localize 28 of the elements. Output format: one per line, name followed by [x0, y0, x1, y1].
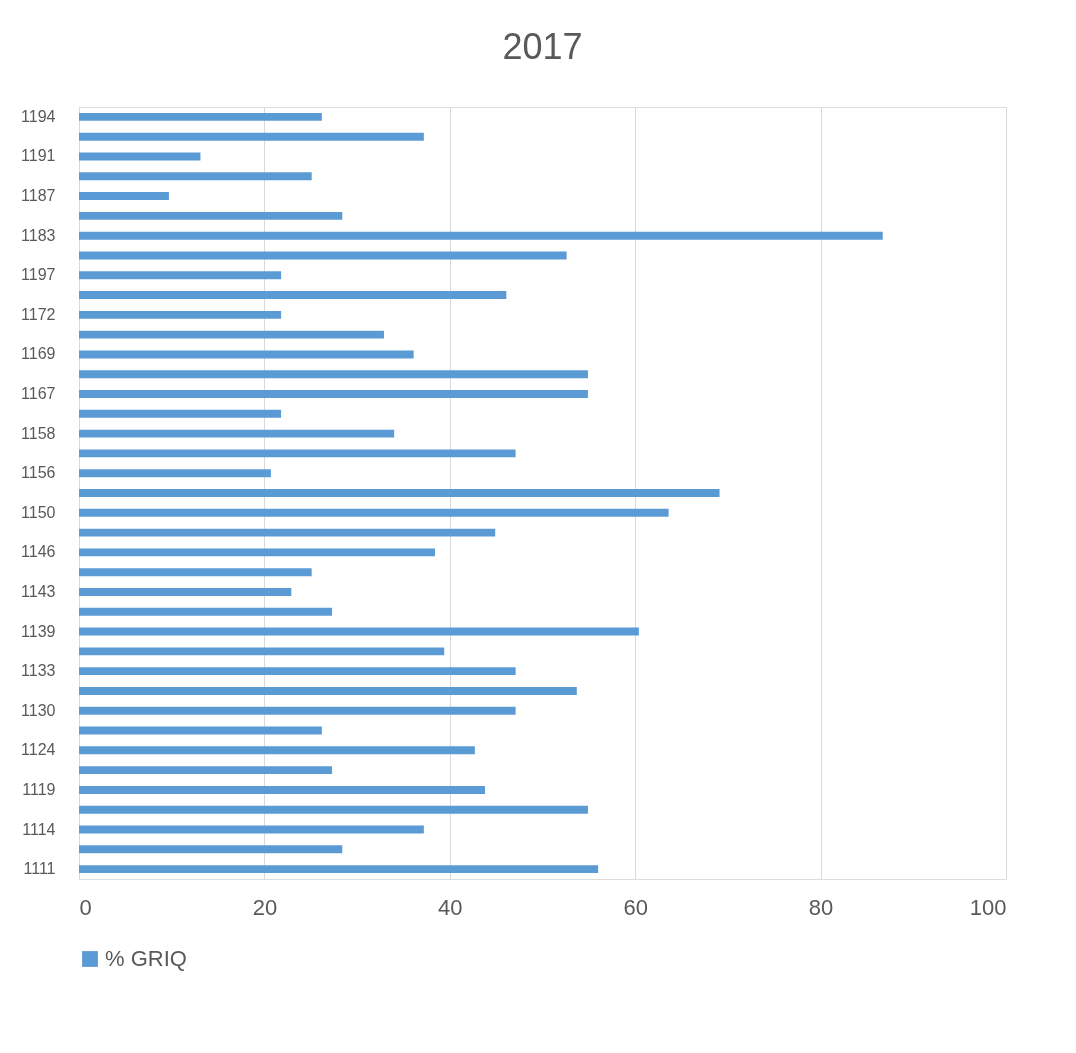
y-tick-label: 1187	[21, 187, 56, 205]
y-tick-label: 1167	[21, 385, 56, 403]
y-tick-label: 1146	[21, 543, 56, 561]
chart-title: 2017	[502, 26, 583, 67]
x-tick-label: 40	[438, 894, 463, 920]
y-tick-label: 1172	[21, 305, 56, 323]
x-tick-label: 20	[252, 894, 278, 920]
y-tick-label: 1197	[21, 266, 56, 284]
x-tick-label: 80	[808, 894, 834, 920]
y-tick-label: 1119	[22, 780, 56, 798]
y-tick-label: 1114	[22, 820, 56, 838]
x-tick-label: 0	[79, 894, 92, 920]
x-tick-label: 100	[969, 894, 1007, 920]
y-tick-label: 1194	[21, 107, 56, 125]
y-tick-label: 1124	[21, 741, 56, 759]
y-tick-label: 1169	[21, 345, 56, 363]
y-tick-label: 1130	[21, 701, 56, 719]
y-tick-label: 1158	[21, 424, 56, 442]
y-tick-label: 1133	[21, 662, 56, 680]
x-tick-label: 60	[623, 894, 648, 920]
y-tick-label: 1156	[21, 464, 56, 482]
y-tick-label: 1183	[21, 226, 56, 244]
y-tick-label: 1143	[21, 582, 56, 600]
y-tick-label: 1191	[21, 147, 56, 165]
y-tick-label: 1150	[21, 503, 56, 521]
y-tick-label: 1139	[21, 622, 56, 640]
y-tick-label: 1111	[23, 860, 56, 878]
legend-label: % GRIQ	[105, 946, 187, 971]
